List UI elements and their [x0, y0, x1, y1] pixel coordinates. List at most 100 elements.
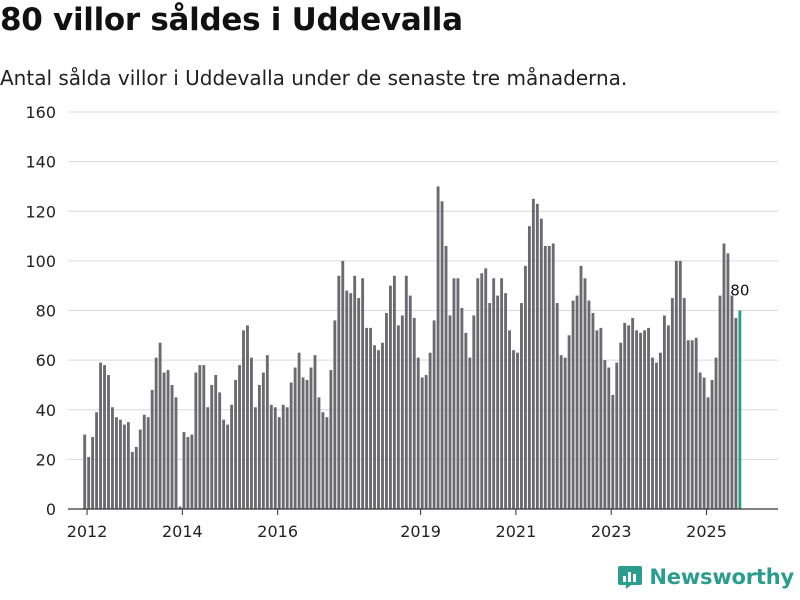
bar: [472, 315, 476, 509]
bar: [615, 362, 619, 509]
bar: [269, 404, 273, 509]
bar: [214, 375, 218, 509]
bar: [579, 265, 583, 509]
bar: [575, 295, 579, 509]
bar: [651, 357, 654, 509]
bar: [591, 312, 595, 509]
highlight-value-label: 80: [730, 282, 749, 300]
bar: [250, 357, 253, 509]
bar: [186, 437, 190, 509]
bar: [504, 293, 508, 509]
bar: [500, 278, 504, 509]
bar: [301, 377, 305, 509]
bar: [686, 340, 690, 509]
bar: [603, 360, 607, 510]
bar: [655, 362, 658, 509]
bar: [631, 317, 635, 509]
bar: [476, 278, 480, 509]
bar: [666, 325, 670, 509]
bar: [99, 362, 102, 509]
bar: [154, 357, 158, 509]
y-tick-label: 20: [36, 450, 56, 469]
bar: [611, 394, 615, 509]
bar: [134, 446, 138, 509]
bar: [440, 201, 444, 509]
bar: [539, 218, 543, 509]
bar: [674, 260, 678, 510]
bar: [118, 419, 122, 509]
bar: [353, 275, 357, 509]
bar: [643, 330, 646, 509]
bar: [329, 370, 333, 509]
chart-subtitle: Antal sålda villor i Uddevalla under de …: [0, 66, 628, 90]
brand[interactable]: Newsworthy: [617, 564, 794, 590]
bar: [682, 298, 686, 509]
bar: [718, 295, 722, 509]
bar: [512, 350, 515, 509]
bar: [349, 293, 353, 509]
bar: [444, 245, 448, 510]
bar: [218, 392, 222, 509]
bar: [345, 290, 349, 509]
x-tick-label: 2014: [162, 522, 203, 541]
bar: [317, 397, 321, 509]
bar: [408, 295, 412, 509]
bar: [95, 412, 99, 509]
bar: [627, 325, 631, 509]
bar: [265, 355, 269, 509]
bar: [361, 278, 365, 509]
bar: [226, 424, 230, 509]
bar: [412, 317, 416, 509]
bar: [325, 417, 329, 509]
x-tick-label: 2016: [257, 522, 298, 541]
bar: [389, 285, 392, 509]
bar: [448, 315, 452, 509]
bar: [496, 295, 500, 509]
bar: [178, 506, 182, 509]
bar: [595, 330, 599, 509]
bar: [297, 352, 301, 509]
y-tick-label: 100: [25, 252, 56, 271]
bar: [623, 322, 627, 509]
chart-title: 80 villor såldes i Uddevalla: [0, 2, 463, 38]
bar: [710, 379, 714, 509]
bar: [583, 278, 587, 509]
bar: [293, 367, 297, 509]
bar: [91, 437, 95, 509]
x-tick-label: 2025: [686, 522, 727, 541]
y-tick-label: 60: [36, 351, 56, 370]
bar: [662, 315, 666, 509]
bar: [730, 295, 734, 509]
bar: [365, 327, 369, 509]
bar: [182, 432, 186, 509]
bar: [285, 407, 289, 509]
bar: [670, 298, 674, 509]
bar: [396, 325, 400, 509]
x-tick-label: 2012: [67, 522, 108, 541]
bar: [138, 429, 142, 509]
bar: [547, 245, 551, 510]
bar: [198, 365, 202, 509]
bar: [404, 275, 408, 509]
bar: [635, 330, 639, 509]
bar: [142, 414, 146, 509]
bar: [377, 350, 380, 509]
y-tick-label: 0: [46, 500, 56, 519]
bar: [555, 303, 559, 509]
bar: [281, 404, 285, 509]
bar: [337, 275, 341, 509]
bar: [464, 332, 468, 509]
bar: [706, 397, 710, 509]
y-tick-label: 40: [36, 401, 56, 420]
bar: [242, 330, 245, 509]
bar: [392, 275, 396, 509]
x-tick-label: 2021: [496, 522, 537, 541]
bar: [480, 273, 484, 509]
bar: [722, 243, 726, 509]
bar: [289, 382, 293, 509]
bar: [87, 456, 91, 509]
bar: [619, 342, 623, 509]
bar: [726, 253, 730, 509]
newsworthy-logo-icon: [618, 566, 643, 589]
